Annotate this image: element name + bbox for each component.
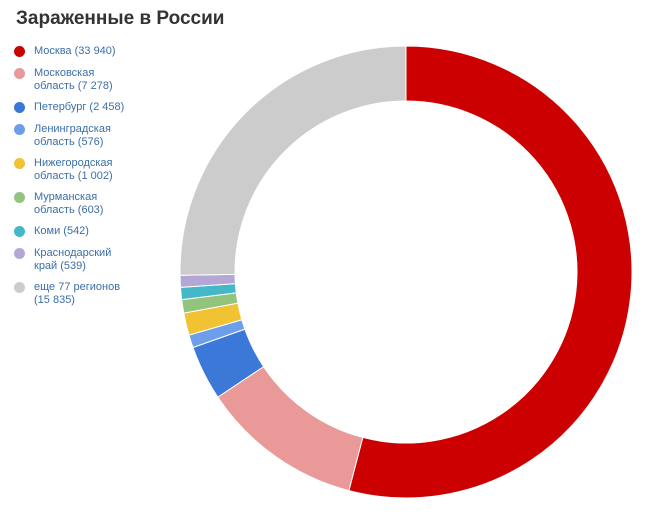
chart-title: Зараженные в России — [16, 8, 225, 29]
legend-item[interactable]: еще 77 регионов (15 835) — [14, 281, 146, 307]
legend-label: Петербург (2 458) — [34, 101, 146, 114]
legend-swatch — [14, 102, 25, 113]
legend-item[interactable]: Коми (542) — [14, 225, 146, 238]
legend-label-line: край (539) — [34, 260, 86, 272]
legend-swatch — [14, 124, 25, 135]
donut-slice[interactable] — [217, 365, 364, 492]
legend-label-line: (15 835) — [34, 294, 75, 306]
legend-label-line: область (7 278) — [34, 80, 113, 92]
legend-label-line: Петербург (2 458) — [34, 101, 125, 113]
legend-label-line: Мурманская — [34, 191, 98, 203]
legend-label-line: еще 77 регионов — [34, 281, 121, 293]
legend-label-line: Краснодарский — [34, 247, 112, 259]
legend-swatch — [14, 282, 25, 293]
legend-label: Ленинградская область (576) — [34, 123, 146, 149]
legend-item[interactable]: Ленинградская область (576) — [14, 123, 146, 149]
legend-label-line: Москва (33 940) — [34, 45, 116, 57]
legend-item[interactable]: Нижегородская область (1 002) — [14, 157, 146, 183]
legend-label: Коми (542) — [34, 225, 146, 238]
legend-label: Мурманская область (603) — [34, 191, 146, 217]
legend-label: Москва (33 940) — [34, 45, 146, 58]
legend-swatch — [14, 68, 25, 79]
legend-label: Московская область (7 278) — [34, 67, 146, 93]
legend-swatch — [14, 158, 25, 169]
legend-item[interactable]: Краснодарский край (539) — [14, 247, 146, 273]
legend-item[interactable]: Москва (33 940) — [14, 45, 146, 58]
legend-swatch — [14, 226, 25, 237]
legend-swatch — [14, 192, 25, 203]
legend-label-line: Нижегородская — [34, 157, 113, 169]
legend-label-line: область (603) — [34, 204, 104, 216]
legend-label: Нижегородская область (1 002) — [34, 157, 146, 183]
legend-swatch — [14, 248, 25, 259]
legend-label-line: Ленинградская — [34, 123, 111, 135]
legend-item[interactable]: Московская область (7 278) — [14, 67, 146, 93]
legend-label: еще 77 регионов (15 835) — [34, 281, 146, 307]
legend-item[interactable]: Петербург (2 458) — [14, 101, 146, 114]
legend-item[interactable]: Мурманская область (603) — [14, 191, 146, 217]
legend-swatch — [14, 46, 25, 57]
legend-label-line: область (576) — [34, 136, 104, 148]
legend-label-line: Коми (542) — [34, 225, 89, 237]
donut-slice[interactable] — [179, 45, 407, 276]
legend-label-line: область (1 002) — [34, 170, 113, 182]
legend-label: Краснодарский край (539) — [34, 247, 146, 273]
legend-label-line: Московская — [34, 67, 95, 79]
donut-slice[interactable] — [348, 45, 633, 499]
